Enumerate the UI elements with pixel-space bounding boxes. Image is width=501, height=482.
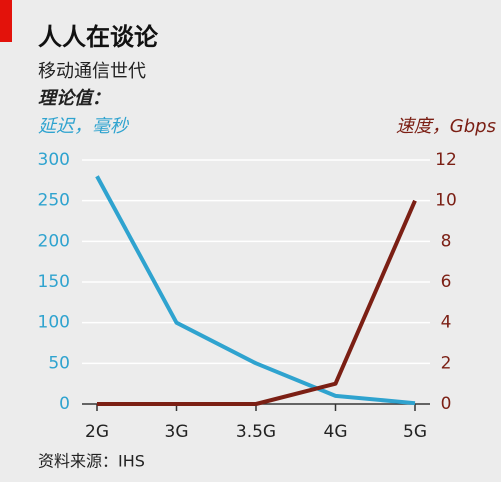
data-line [97,199,417,406]
chart-title: 人人在谈论 [38,23,159,51]
y-tick-label: 250 [38,191,70,211]
y2-axis-title: 速度，Gbps [396,116,496,137]
x-tick-label: 3.5G [236,422,276,442]
x-tick-label: 3G [165,422,189,442]
x-tick-label: 5G [403,422,427,442]
chart-subtitle: 移动通信世代 [38,61,146,82]
y2-tick-label: 2 [441,353,452,373]
y-tick-label: 100 [38,313,70,333]
y2-tick-label: 4 [441,313,452,333]
y-tick-label: 150 [38,272,70,292]
y-tick-label: 200 [38,231,70,251]
x-tick-label: 4G [324,422,348,442]
chart-note: 理论值： [38,88,110,109]
source: 资料来源：IHS [38,452,145,471]
y2-tick-label: 12 [435,150,457,170]
y2-tick-label: 8 [441,231,452,251]
y-axis-title: 延迟，毫秒 [38,116,130,137]
y2-tick-label: 10 [435,191,457,211]
y-tick-label: 50 [48,353,70,373]
y2-tick-label: 0 [441,394,452,414]
y-tick-label: 300 [38,150,70,170]
accent-bar [0,0,12,42]
y-tick-label: 0 [59,394,70,414]
y2-tick-label: 6 [441,272,452,292]
data-line [95,175,416,406]
x-tick-label: 2G [85,422,109,442]
